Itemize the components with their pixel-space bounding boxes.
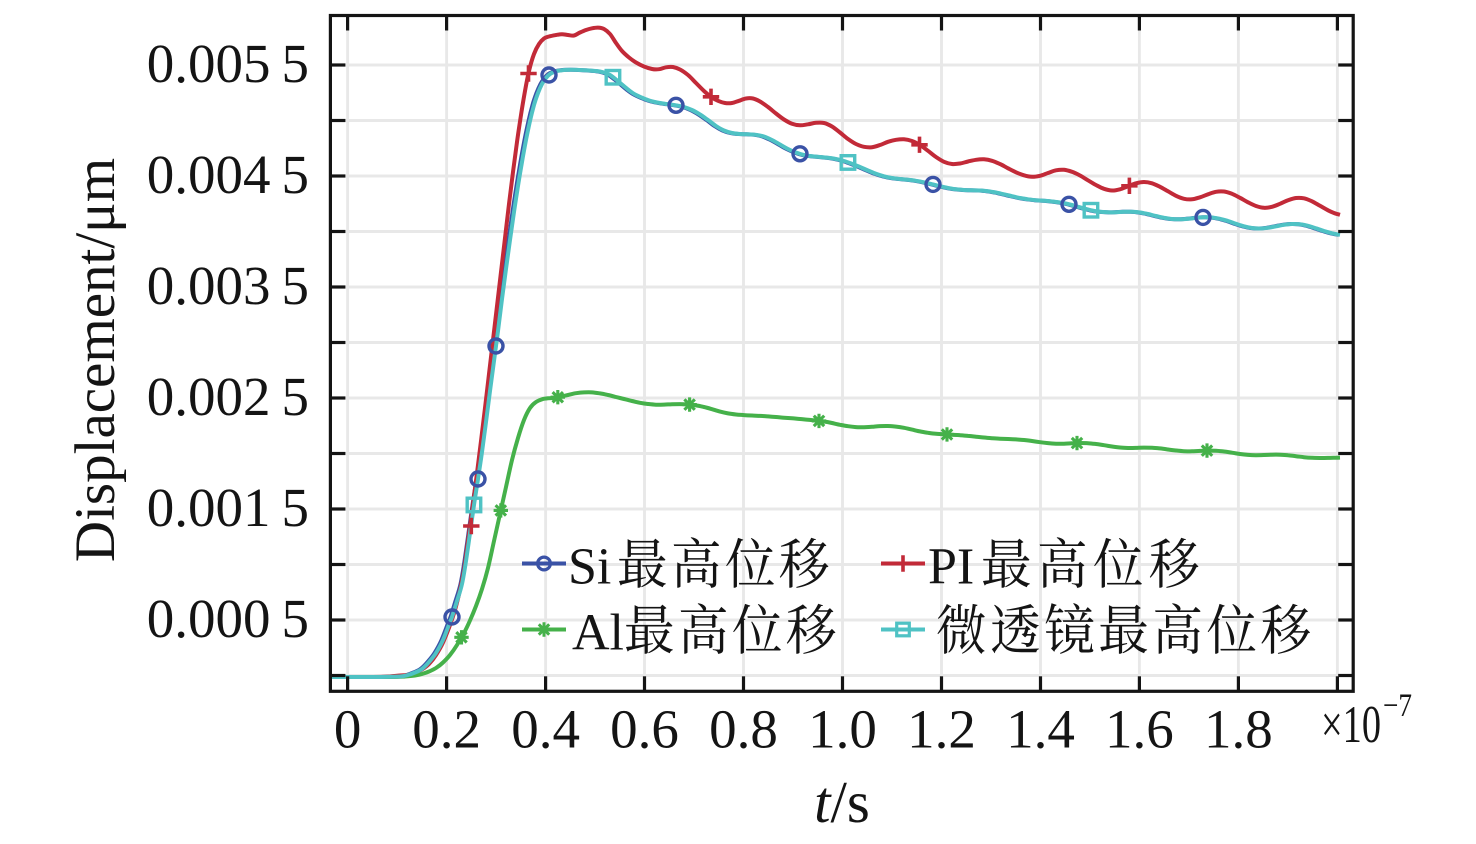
svg-text:0.004 5: 0.004 5: [147, 144, 309, 205]
svg-text:1.8: 1.8: [1204, 699, 1273, 760]
svg-text:×10: ×10: [1321, 696, 1381, 754]
svg-text:t/s: t/s: [814, 769, 870, 835]
svg-text:0.002 5: 0.002 5: [147, 366, 309, 427]
svg-text:−7: −7: [1383, 688, 1412, 724]
svg-text:0.005 5: 0.005 5: [147, 33, 309, 94]
svg-text:1.2: 1.2: [907, 699, 976, 760]
svg-text:0.6: 0.6: [610, 699, 679, 760]
svg-text:0.2: 0.2: [412, 699, 481, 760]
svg-text:1.0: 1.0: [808, 699, 877, 760]
svg-text:0.4: 0.4: [511, 699, 580, 760]
svg-text:PI: PI: [928, 539, 974, 596]
svg-text:Displacement/μm: Displacement/μm: [64, 158, 127, 562]
svg-text:0.8: 0.8: [709, 699, 778, 760]
svg-text:1.4: 1.4: [1006, 699, 1075, 760]
svg-text:0.003 5: 0.003 5: [147, 255, 309, 316]
svg-text:0.001 5: 0.001 5: [147, 477, 309, 538]
svg-text:Si: Si: [568, 539, 611, 596]
svg-text:Al: Al: [572, 605, 624, 662]
svg-text:0.000 5: 0.000 5: [147, 588, 309, 649]
svg-text:1.6: 1.6: [1105, 699, 1174, 760]
svg-text:0: 0: [334, 699, 362, 760]
